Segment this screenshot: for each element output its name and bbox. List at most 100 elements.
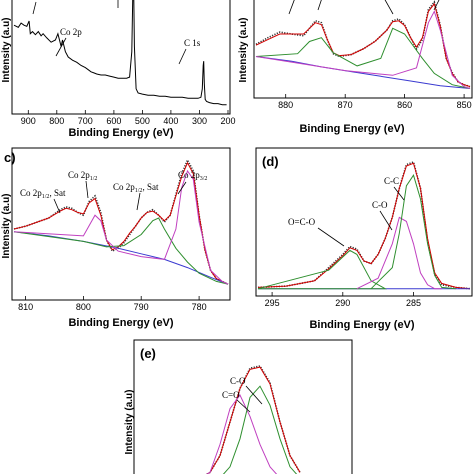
panel-c-xlabel: Binding Energy (eV) — [68, 317, 173, 329]
panel-c-annotation-3: Co 2p1/2, Sat — [113, 182, 159, 194]
panel-b-series-1 — [255, 2, 471, 88]
panel-e-annotation-2: C=O — [222, 390, 240, 400]
panel-c-series-3 — [13, 217, 229, 285]
panel-a-ylabel: Intensity (a.u) — [1, 17, 12, 82]
panel-e-series-1 — [206, 366, 301, 474]
panel-c-annotation-2-sub: 1/2 — [90, 176, 98, 182]
panel-a-plot — [13, 0, 227, 106]
panel-e-arrow-2 — [236, 399, 251, 413]
panel-c-arrow-1 — [53, 198, 61, 214]
panel-c-tick-label-1: 800 — [76, 302, 91, 312]
panel-c-annotation-3-main: Co 2p — [113, 182, 135, 192]
panel-b-tick-label-0: 880 — [278, 100, 293, 110]
panel-d-xlabel: Binding Energy (eV) — [309, 319, 414, 331]
panel-c: 810 800 790 780 c) Binding Energy (eV) Inte… — [1, 147, 231, 329]
panel-c-label: c) — [4, 150, 16, 165]
panel-a-tick-label-5: 400 — [163, 116, 178, 126]
panel-a-tick-label-3: 600 — [106, 116, 121, 126]
panel-d-annotation-1: O=C-O — [288, 217, 316, 227]
panel-c-annotation-3-tail: , Sat — [142, 182, 159, 192]
panel-e-annotation-1: C-O — [230, 376, 246, 386]
panel-c-annotation-3-sub: 1/2 — [135, 188, 143, 194]
panel-d-frame — [255, 147, 473, 297]
panel-b-arrow-3 — [384, 0, 394, 15]
panel-d-x-ticks: 295 290 285 — [265, 292, 421, 308]
panel-c-tick-label-2: 790 — [134, 302, 149, 312]
panel-a-tick-label-4: 500 — [135, 116, 150, 126]
panel-b-x-ticks: 880 870 860 850 — [278, 94, 472, 110]
panel-a: 900 800 700 600 500 400 300 200 Binding Energy … — [1, 0, 236, 139]
panel-c-annotation-4: Co 2p3/2 — [178, 170, 207, 182]
panel-e-ylabel: Intensity (a.u) — [124, 389, 135, 454]
panel-b-tick-label-2: 860 — [397, 100, 412, 110]
panel-c-series-2 — [13, 231, 229, 285]
panel-b-tick-label-1: 870 — [338, 100, 353, 110]
panel-c-series-1 — [13, 161, 229, 285]
panel-c-x-ticks: 810 800 790 780 — [18, 296, 207, 312]
panel-b-plot — [255, 0, 471, 89]
panel-b-ylabel: Intensity (a.u) — [238, 17, 249, 82]
panel-a-tick-label-7: 200 — [220, 116, 235, 126]
panel-c-arrow-2 — [85, 180, 89, 199]
panel-d-plot — [257, 160, 471, 290]
panel-b-arrow-4 — [433, 0, 440, 11]
panel-b-arrow-2 — [317, 0, 322, 11]
panel-b-frame — [253, 0, 473, 99]
panel-a-tick-label-6: 300 — [192, 116, 207, 126]
panel-e-series-3 — [222, 385, 298, 474]
panel-e-frame — [133, 339, 353, 474]
panel-a-arrow-co2p — [55, 37, 67, 57]
panel-e-plot — [205, 365, 301, 474]
panel-c-annotation-1: Co 2p1/2, Sat — [20, 188, 66, 200]
panel-e-arrow-1 — [245, 385, 263, 405]
panel-a-series-0 — [13, 0, 227, 106]
panel-e-series-2 — [206, 394, 278, 474]
panel-a-tick-label-0: 900 — [21, 116, 36, 126]
panel-d-tick-label-0: 295 — [265, 298, 280, 308]
panel-c-arrow-3 — [136, 192, 141, 211]
panel-c-annotation-4-sub: 3/2 — [200, 176, 208, 182]
panel-a-xlabel: Binding Energy (eV) — [68, 127, 173, 139]
panel-e-label: (e) — [140, 346, 156, 361]
panel-a-tick-label-2: 700 — [78, 116, 93, 126]
panel-c-frame — [11, 147, 231, 301]
panel-d-series-5 — [370, 174, 456, 290]
panel-a-arrow-c1s — [178, 48, 187, 65]
panel-b-arrow-1 — [288, 0, 295, 15]
panel-d-annotation-3: C-C — [384, 176, 399, 186]
panel-c-annotation-2-main: Co 2p — [68, 170, 90, 180]
panel-d-arrow-1 — [317, 227, 345, 247]
panel-d-tick-label-2: 285 — [406, 298, 421, 308]
panel-d-arrow-2 — [379, 210, 393, 231]
panel-c-annotation-2: Co 2p1/2 — [68, 170, 97, 182]
panel-c-tick-label-3: 780 — [192, 302, 207, 312]
panel-c-series-4 — [13, 169, 229, 285]
panel-d: 295 290 285 (d) Binding Energy (eV) O=C-O … — [255, 147, 473, 331]
panel-e: (e) Intensity (a.u) C-O C=O — [124, 339, 353, 474]
panel-a-arrow-top1 — [32, 1, 37, 15]
panel-b-series-2 — [255, 56, 471, 89]
panel-c-annotation-1-sub: 1/2 — [42, 194, 50, 200]
panel-c-ylabel: Intensity (a.u) — [1, 193, 12, 258]
panel-b: 880 870 860 850 Binding Energy (eV) Intensi… — [238, 0, 473, 135]
panel-c-annotation-1-tail: , Sat — [49, 188, 66, 198]
panel-c-tick-label-0: 810 — [18, 302, 33, 312]
panel-c-plot — [13, 158, 229, 285]
panel-d-annotation-2: C-O — [372, 200, 388, 210]
panel-b-tick-label-3: 850 — [457, 100, 472, 110]
panel-a-tick-label-1: 800 — [49, 116, 64, 126]
panel-c-annotation-1-main: Co 2p — [20, 188, 42, 198]
panel-a-x-ticks: 900 800 700 600 500 400 300 200 — [21, 110, 236, 126]
panel-d-series-3 — [257, 249, 388, 290]
panel-d-tick-label-1: 290 — [335, 298, 350, 308]
panel-d-series-4 — [356, 216, 442, 290]
panel-c-annotation-4-main: Co 2p — [178, 170, 200, 180]
panel-b-series-3 — [255, 27, 471, 89]
panel-a-frame — [11, 0, 231, 115]
panel-c-arrow-4 — [177, 181, 187, 195]
panel-a-annotation-co2p: Co 2p — [60, 27, 82, 37]
panel-b-series-4 — [255, 10, 471, 89]
panel-d-label: (d) — [262, 154, 279, 169]
panel-a-annotation-c1s: C 1s — [184, 38, 201, 48]
